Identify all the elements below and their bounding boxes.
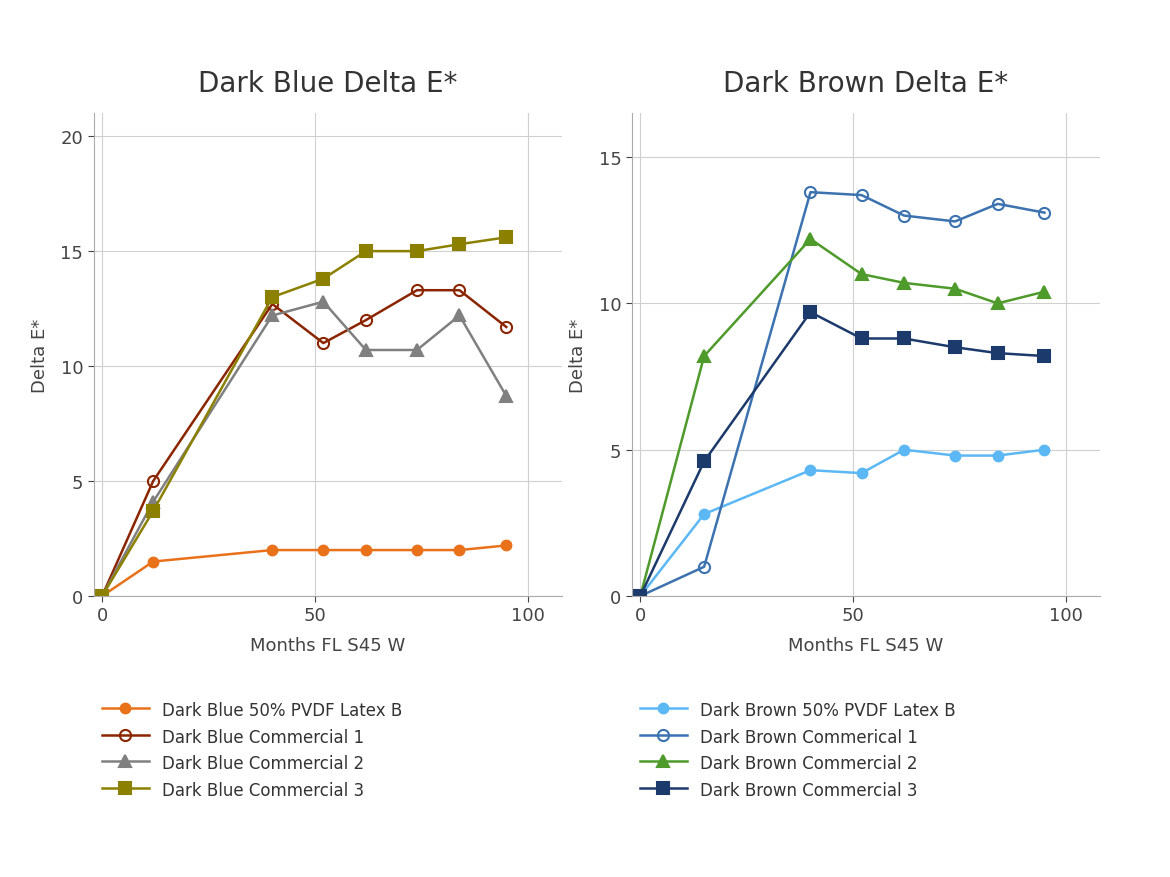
Line: Dark Blue 50% PVDF Latex B: Dark Blue 50% PVDF Latex B	[97, 541, 511, 602]
Dark Blue Commercial 1	[316, 339, 330, 349]
Dark Brown Commercial 2	[1038, 287, 1052, 297]
Line: Dark Blue Commercial 3: Dark Blue Commercial 3	[97, 232, 511, 602]
Dark Brown Commerical 1	[633, 591, 647, 602]
Dark Brown Commerical 1	[948, 217, 962, 227]
Dark Brown Commerical 1	[1038, 208, 1052, 218]
Dark Brown Commercial 2	[991, 299, 1005, 310]
Line: Dark Blue Commercial 2: Dark Blue Commercial 2	[97, 296, 511, 602]
Dark Brown Commerical 1	[804, 188, 818, 198]
Dark Brown Commercial 3	[697, 457, 711, 467]
Dark Blue Commercial 3	[453, 239, 467, 250]
Line: Dark Brown Commerical 1: Dark Brown Commerical 1	[635, 188, 1049, 602]
Legend: Dark Brown 50% PVDF Latex B, Dark Brown Commerical 1, Dark Brown Commercial 2, D: Dark Brown 50% PVDF Latex B, Dark Brown …	[640, 701, 956, 799]
Dark Blue Commercial 1	[359, 316, 373, 326]
Dark Blue 50% PVDF Latex B	[410, 545, 424, 556]
Dark Brown Commerical 1	[854, 190, 868, 201]
Dark Blue Commercial 2	[316, 297, 330, 308]
Dark Blue 50% PVDF Latex B	[453, 545, 467, 556]
Dark Brown Commercial 3	[854, 334, 868, 345]
X-axis label: Months FL S45 W: Months FL S45 W	[250, 636, 405, 654]
Dark Blue 50% PVDF Latex B	[316, 545, 330, 556]
Dark Blue Commercial 3	[316, 275, 330, 285]
Dark Brown 50% PVDF Latex B	[633, 591, 647, 602]
Dark Blue Commercial 3	[266, 293, 280, 303]
Dark Brown Commercial 3	[991, 348, 1005, 359]
Y-axis label: Delta E*: Delta E*	[32, 318, 49, 392]
Dark Blue Commercial 2	[146, 497, 160, 508]
Dark Blue Commercial 3	[146, 506, 160, 517]
Dark Brown Commercial 2	[633, 591, 647, 602]
Dark Blue Commercial 1	[453, 286, 467, 296]
Dark Blue Commercial 3	[410, 246, 424, 257]
Dark Blue Commercial 1	[95, 591, 109, 602]
Dark Blue Commercial 2	[453, 310, 467, 321]
Dark Blue 50% PVDF Latex B	[359, 545, 373, 556]
Dark Brown 50% PVDF Latex B	[897, 445, 911, 455]
Dark Brown Commerical 1	[897, 211, 911, 222]
Dark Brown Commercial 3	[948, 343, 962, 353]
Dark Brown 50% PVDF Latex B	[991, 451, 1005, 461]
Dark Blue 50% PVDF Latex B	[266, 545, 280, 556]
Dark Blue Commercial 2	[95, 591, 109, 602]
Line: Dark Brown Commercial 2: Dark Brown Commercial 2	[635, 234, 1049, 602]
Dark Brown Commercial 2	[897, 278, 911, 289]
Dark Brown 50% PVDF Latex B	[804, 466, 818, 476]
Dark Brown 50% PVDF Latex B	[697, 510, 711, 520]
Dark Brown 50% PVDF Latex B	[1038, 445, 1052, 455]
Dark Blue Commercial 2	[266, 310, 280, 321]
Dark Brown Commercial 3	[633, 591, 647, 602]
Dark Blue Commercial 1	[266, 299, 280, 310]
X-axis label: Months FL S45 W: Months FL S45 W	[789, 636, 943, 654]
Legend: Dark Blue 50% PVDF Latex B, Dark Blue Commercial 1, Dark Blue Commercial 2, Dark: Dark Blue 50% PVDF Latex B, Dark Blue Co…	[102, 701, 402, 799]
Title: Dark Blue Delta E*: Dark Blue Delta E*	[198, 70, 457, 98]
Dark Brown 50% PVDF Latex B	[854, 468, 868, 479]
Dark Brown 50% PVDF Latex B	[948, 451, 962, 461]
Line: Dark Blue Commercial 1: Dark Blue Commercial 1	[97, 285, 511, 602]
Dark Blue Commercial 1	[410, 286, 424, 296]
Dark Blue 50% PVDF Latex B	[500, 540, 514, 551]
Dark Brown Commercial 3	[897, 334, 911, 345]
Dark Blue Commercial 2	[410, 346, 424, 356]
Dark Blue 50% PVDF Latex B	[146, 557, 160, 567]
Dark Brown Commercial 2	[697, 352, 711, 362]
Dark Brown Commerical 1	[697, 562, 711, 573]
Line: Dark Brown 50% PVDF Latex B: Dark Brown 50% PVDF Latex B	[635, 446, 1049, 602]
Line: Dark Brown Commercial 3: Dark Brown Commercial 3	[635, 307, 1049, 602]
Dark Blue 50% PVDF Latex B	[95, 591, 109, 602]
Dark Blue Commercial 3	[95, 591, 109, 602]
Dark Blue Commercial 3	[500, 232, 514, 243]
Dark Brown Commercial 3	[804, 308, 818, 318]
Dark Brown Commercial 2	[804, 234, 818, 245]
Dark Brown Commercial 2	[854, 269, 868, 280]
Dark Blue Commercial 2	[359, 346, 373, 356]
Dark Blue Commercial 1	[500, 323, 514, 333]
Dark Brown Commercial 3	[1038, 352, 1052, 362]
Title: Dark Brown Delta E*: Dark Brown Delta E*	[723, 70, 1009, 98]
Dark Blue Commercial 1	[146, 476, 160, 487]
Dark Brown Commercial 2	[948, 284, 962, 295]
Dark Blue Commercial 2	[500, 391, 514, 402]
Dark Brown Commerical 1	[991, 199, 1005, 210]
Dark Blue Commercial 3	[359, 246, 373, 257]
Y-axis label: Delta E*: Delta E*	[570, 318, 587, 392]
